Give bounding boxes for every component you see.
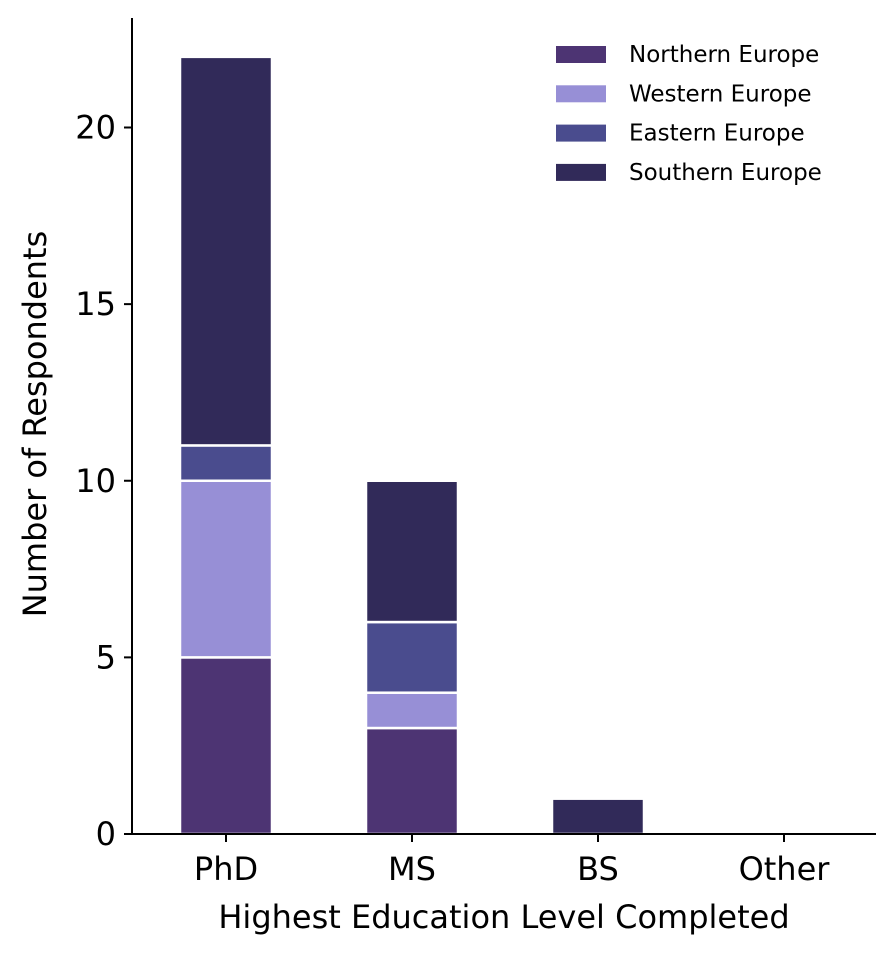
bar-phd-western-europe: [178, 479, 274, 659]
bar-phd-eastern-europe: [178, 444, 274, 483]
y-axis-title: Number of Respondents: [16, 231, 54, 618]
x-axis-title: Highest Education Level Completed: [218, 898, 789, 936]
bar-bs-southern-europe: [550, 797, 646, 836]
legend-label: Western Europe: [629, 81, 812, 107]
y-tick-label: 15: [75, 285, 116, 323]
legend-swatch-southern-europe: [556, 163, 606, 181]
legend-label: Northern Europe: [629, 42, 819, 68]
y-ticks-group: 0 5 10 15 20: [75, 109, 132, 853]
bars-group: [178, 55, 646, 836]
legend-label: Southern Europe: [629, 160, 822, 186]
y-tick-label: 20: [75, 109, 116, 147]
x-tick-label: Other: [739, 850, 831, 888]
x-tick-label: PhD: [194, 850, 258, 888]
bar-ms-western-europe: [364, 691, 460, 730]
bar-ms-southern-europe: [364, 479, 460, 624]
bar-phd-northern-europe: [178, 656, 274, 836]
x-tick-label: MS: [388, 850, 436, 888]
legend: Northern Europe Western Europe Eastern Eur…: [556, 42, 822, 186]
legend-swatch-northern-europe: [556, 46, 606, 63]
bar-ms-northern-europe: [364, 726, 460, 836]
y-tick-label: 10: [75, 462, 116, 500]
bar-ms-eastern-europe: [364, 620, 460, 694]
legend-swatch-western-europe: [556, 85, 606, 103]
x-tick-label: BS: [577, 850, 619, 888]
x-ticks-group: PhD MS BS Other: [194, 834, 830, 888]
legend-swatch-eastern-europe: [556, 124, 606, 142]
legend-label: Eastern Europe: [629, 121, 805, 147]
y-tick-label: 5: [96, 638, 116, 676]
bar-phd-southern-europe: [178, 55, 274, 447]
y-tick-label: 0: [96, 815, 116, 853]
